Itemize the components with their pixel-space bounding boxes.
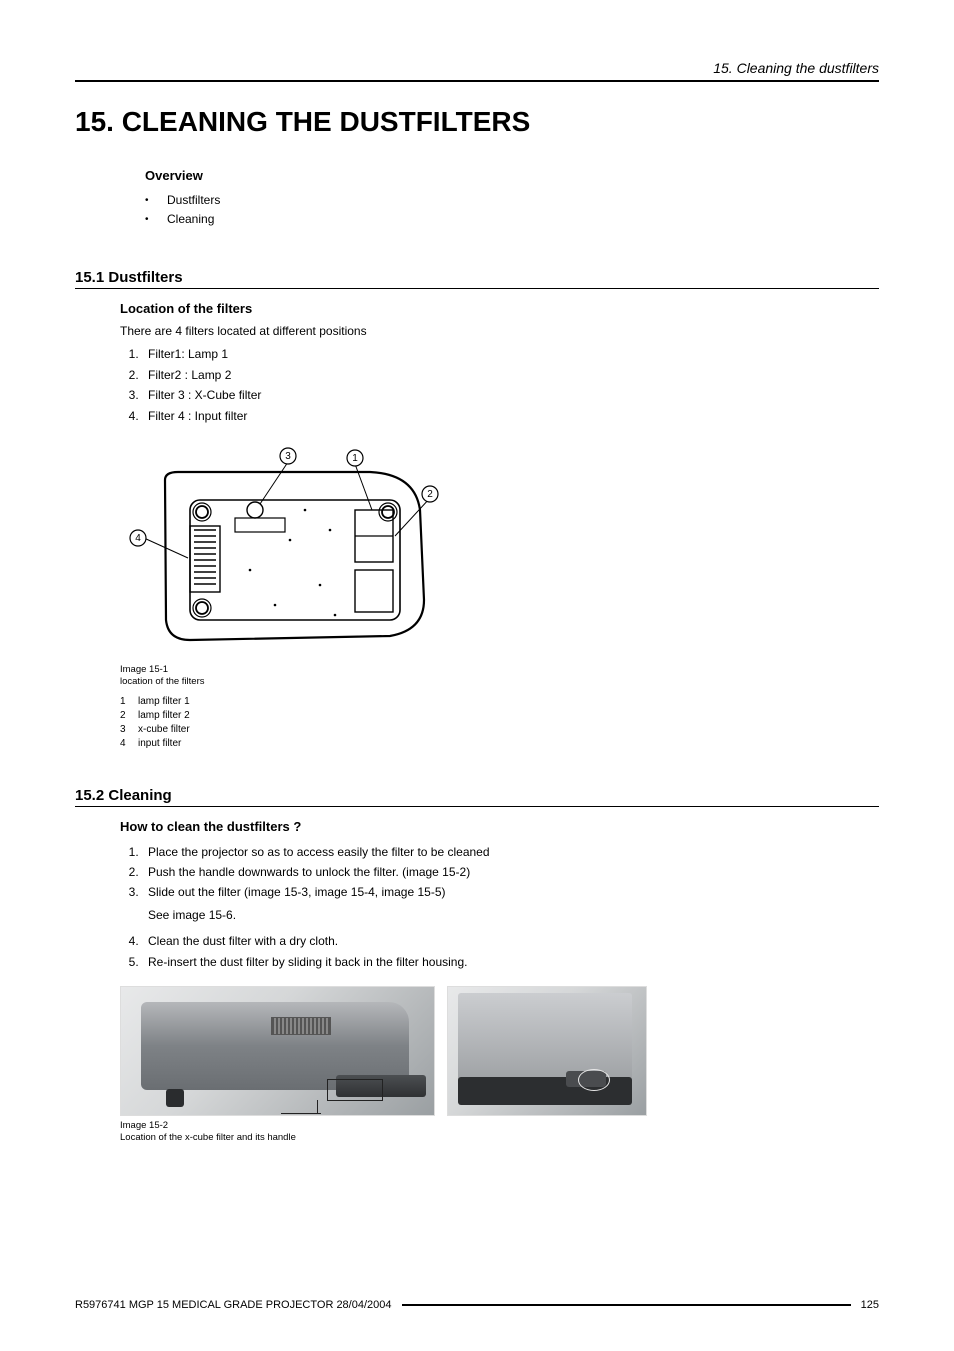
step-item: Push the handle downwards to unlock the … [142,862,879,882]
overview-block: Overview Dustfilters Cleaning [145,168,879,229]
annotation-circle [578,1069,610,1091]
step-text: Slide out the filter (image 15-3, image … [148,885,446,899]
caption-id: Image 15-1 [120,664,168,675]
projector-foot-shape [166,1089,184,1107]
filter-list-item: Filter2 : Lamp 2 [142,365,879,385]
section-2-body: How to clean the dustfilters ? Place the… [120,819,879,1145]
filter-location-diagram: 1 2 3 4 [120,440,450,660]
figure-caption: Image 15-1 location of the filters [120,664,879,689]
image-15-2-row [120,986,879,1116]
step-note: See image 15-6. [148,905,879,925]
annotation-line [317,1100,318,1114]
intro-text: There are 4 filters located at different… [120,324,879,338]
cleaning-steps: Place the projector so as to access easi… [120,842,879,972]
legend-num: 3 [120,723,138,737]
figure-legend: 1 lamp filter 1 2 lamp filter 2 3 x-cube… [120,695,879,751]
subsection-heading: Location of the filters [120,301,879,316]
legend-label: lamp filter 1 [138,695,190,709]
section-heading: 15.1 Dustfilters [75,269,879,289]
step-item: Re-insert the dust filter by sliding it … [142,952,879,972]
step-item: Slide out the filter (image 15-3, image … [142,882,879,925]
running-header: 15. Cleaning the dustfilters [75,60,879,82]
projector-photo-left [120,986,435,1116]
legend-row: 4 input filter [120,737,879,751]
chapter-title: 15. CLEANING THE DUSTFILTERS [75,106,879,138]
overview-list: Dustfilters Cleaning [145,191,879,229]
annotation-rectangle [327,1079,383,1101]
footer-docref: R5976741 MGP 15 MEDICAL GRADE PROJECTOR … [75,1299,392,1311]
legend-num: 2 [120,709,138,723]
filter-list: Filter1: Lamp 1 Filter2 : Lamp 2 Filter … [120,344,879,426]
legend-row: 3 x-cube filter [120,723,879,737]
diagram-15-1: 1 2 3 4 [120,440,879,660]
legend-row: 2 lamp filter 2 [120,709,879,723]
caption-id: Image 15-2 [120,1120,168,1131]
section-1-body: Location of the filters There are 4 filt… [120,301,879,750]
document-page: 15. Cleaning the dustfilters 15. CLEANIN… [0,0,954,1351]
figure-caption: Image 15-2 Location of the x-cube filter… [120,1120,879,1145]
filter-list-item: Filter 4 : Input filter [142,406,879,426]
callout-num: 3 [285,451,291,462]
step-item: Clean the dust filter with a dry cloth. [142,931,879,951]
step-item: Place the projector so as to access easi… [142,842,879,862]
footer-rule [402,1304,851,1306]
page-footer: R5976741 MGP 15 MEDICAL GRADE PROJECTOR … [75,1299,879,1311]
legend-label: x-cube filter [138,723,190,737]
subsection-heading: How to clean the dustfilters ? [120,819,879,834]
legend-label: input filter [138,737,181,751]
overview-item: Cleaning [145,210,879,229]
callout-num: 2 [427,489,433,500]
callout-num: 1 [352,453,358,464]
legend-label: lamp filter 2 [138,709,190,723]
caption-text: Location of the x-cube filter and its ha… [120,1132,296,1143]
footer-pagenum: 125 [861,1299,879,1311]
projector-photo-right [447,986,647,1116]
legend-num: 1 [120,695,138,709]
legend-num: 4 [120,737,138,751]
projector-side-shape [458,993,632,1085]
projector-grill-shape [271,1017,331,1035]
overview-heading: Overview [145,168,879,183]
caption-text: location of the filters [120,676,205,687]
filter-list-item: Filter1: Lamp 1 [142,344,879,364]
overview-item: Dustfilters [145,191,879,210]
legend-row: 1 lamp filter 1 [120,695,879,709]
callout-num: 4 [135,533,141,544]
annotation-line [281,1113,321,1114]
section-heading: 15.2 Cleaning [75,787,879,807]
filter-list-item: Filter 3 : X-Cube filter [142,385,879,405]
